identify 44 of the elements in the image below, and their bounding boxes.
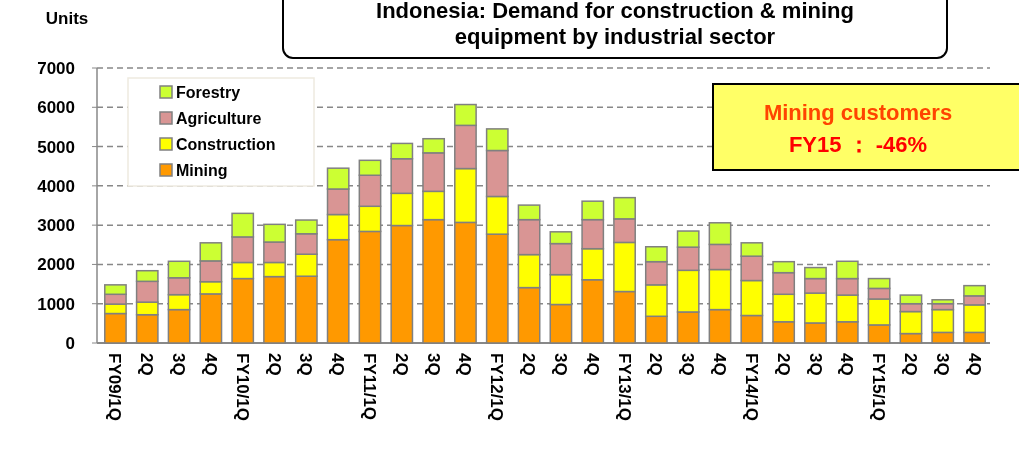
y-tick-label: 3000 (37, 216, 75, 236)
x-tick-label: 3Q (932, 353, 952, 376)
x-tick-label: 3Q (550, 353, 570, 376)
x-tick-label: 3Q (423, 353, 443, 376)
legend-label: Mining (176, 161, 228, 179)
x-tick-label: 2Q (391, 353, 411, 376)
callout-box: Mining customers FY15 ： -46% (712, 83, 1019, 171)
x-tick-label: 4Q (455, 353, 475, 376)
y-tick-label: 2000 (37, 255, 75, 275)
x-tick-label: 2Q (773, 353, 793, 376)
x-tick-label: 4Q (837, 353, 857, 376)
x-tick-label: FY09/1Q (105, 353, 125, 422)
y-tick-label: 0 (65, 333, 75, 353)
x-tick-label: 3Q (296, 353, 316, 376)
x-tick-label: FY10/1Q (232, 353, 252, 422)
x-tick-label: FY15/1Q (869, 353, 889, 422)
y-tick-label: 4000 (37, 176, 75, 196)
y-tick-label: 6000 (37, 98, 75, 118)
x-tick-label: 4Q (710, 353, 730, 376)
x-tick-label: FY14/1Q (741, 353, 761, 422)
y-tick-label: 1000 (37, 294, 75, 314)
x-tick-label: 2Q (900, 353, 920, 376)
x-tick-label: 3Q (678, 353, 698, 376)
y-axis-title: Units (45, 9, 89, 28)
x-tick-label: 2Q (646, 353, 666, 376)
x-tick-label: 3Q (805, 353, 825, 376)
x-tick-label: FY12/1Q (487, 353, 507, 422)
x-tick-label: FY11/1Q (360, 353, 380, 421)
x-tick-label: 4Q (964, 353, 984, 376)
x-tick-label: 2Q (264, 353, 284, 376)
x-tick-label: 4Q (328, 353, 348, 376)
x-tick-label: 2Q (519, 353, 539, 376)
x-tick-label: 4Q (582, 353, 602, 376)
x-tick-label: FY13/1Q (614, 353, 634, 422)
legend-label: Construction (176, 135, 276, 153)
x-tick-label: 4Q (200, 353, 220, 376)
legend-label: Forestry (176, 83, 241, 101)
y-tick-label: 5000 (37, 137, 75, 157)
chart-title: Indonesia: Demand for construction & mining equipment by industrial sector (376, 0, 854, 49)
y-tick-label: 7000 (37, 58, 75, 78)
x-tick-label: 3Q (169, 353, 189, 376)
x-tick-label: 2Q (137, 353, 157, 376)
legend-label: Agriculture (176, 109, 262, 127)
annotation: Mining customers FY15 ： -46% (763, 100, 953, 157)
